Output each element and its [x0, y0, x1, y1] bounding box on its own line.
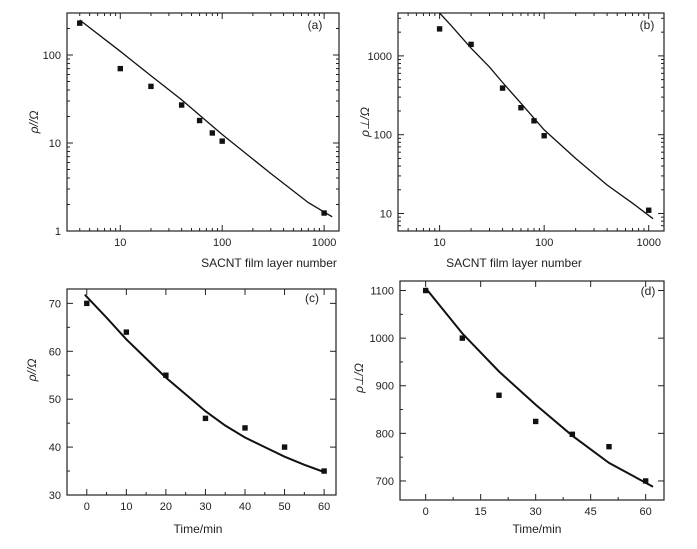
x-tick-label: 10: [120, 501, 132, 513]
x-tick-label: 0: [423, 506, 429, 518]
y-tick-label: 100: [43, 50, 61, 62]
data-point: [281, 444, 288, 450]
y-tick-label: 70: [49, 298, 61, 310]
y-tick-label: 60: [49, 346, 61, 358]
data-point: [499, 85, 506, 91]
x-tick-label: 0: [84, 501, 90, 513]
data-point: [321, 468, 327, 474]
chart-panel-2: 10 100 1000 10 100 1000 (b) SACNT film layer nu…: [358, 12, 665, 270]
data-point: [531, 118, 537, 124]
y-tick-label: 1100: [370, 286, 394, 298]
y-axis-label: ρ//Ω: [27, 111, 41, 135]
x-tick-label: 10: [433, 237, 445, 249]
x-axis-label: SACNT film layer number: [201, 256, 337, 270]
y-axis-label: ρ⊥/Ω: [352, 363, 366, 394]
data-point: [422, 287, 429, 294]
x-tick-label: 60: [318, 501, 330, 513]
y-tick-label: 40: [49, 442, 61, 454]
fit-curve: [79, 19, 333, 218]
data-point: [532, 418, 539, 425]
chart-panel-1: 10 100 1000 1 10 100 (a) SACNT film layer numbe…: [27, 12, 340, 270]
data-point: [163, 372, 169, 378]
data-point: [202, 415, 209, 422]
data-point: [84, 300, 90, 307]
data-point: [196, 117, 203, 124]
x-tick-label: 30: [199, 501, 211, 513]
plot-frame: [66, 288, 337, 496]
y-tick-label: 1000: [370, 333, 394, 345]
y-tick-label: 900: [376, 381, 394, 393]
x-tick-label: 50: [278, 501, 290, 513]
chart-panel-4: 0 15 30 45 60 700 800 900 1000 1100 (d) Time/min ρ⊥/…: [352, 280, 665, 536]
y-tick-label: 30: [49, 490, 61, 502]
data-point: [321, 210, 327, 216]
panel-label: (a): [308, 18, 323, 32]
y-tick-label: 700: [376, 476, 394, 488]
data-point: [606, 443, 612, 450]
data-point: [569, 431, 576, 437]
x-tick-label: 1000: [312, 237, 336, 249]
plot-frame: [397, 12, 665, 232]
plot-frame: [66, 12, 340, 232]
data-point: [496, 392, 502, 398]
data-point: [148, 83, 154, 90]
data-point: [646, 207, 652, 213]
x-axis-label: Time/min: [174, 522, 223, 536]
x-tick-label: 100: [213, 237, 231, 249]
y-tick-label: 1000: [368, 51, 392, 63]
x-tick-label: 1000: [636, 237, 660, 249]
y-tick-label: 100: [374, 130, 392, 142]
y-tick-label: 10: [49, 138, 61, 150]
x-axis-label: SACNT film layer number: [446, 256, 582, 270]
data-point: [541, 133, 547, 139]
x-axis-label: Time/min: [513, 522, 562, 536]
data-point: [642, 478, 649, 484]
x-tick-label: 40: [239, 501, 251, 513]
data-point: [518, 105, 524, 111]
x-tick-label: 20: [160, 501, 172, 513]
chart-panel-3: 0 10 20 30 40 50 60 30 40 50 60 70 (c) Time/min ρ//Ω: [25, 288, 337, 536]
y-tick-label: 800: [376, 428, 394, 440]
x-tick-label: 15: [475, 506, 487, 518]
x-tick-label: 10: [114, 237, 126, 249]
x-tick-label: 45: [585, 506, 597, 518]
panel-label: (b): [640, 18, 655, 32]
y-tick-label: 10: [380, 209, 392, 221]
data-point: [178, 102, 185, 108]
data-point: [436, 26, 443, 32]
y-axis-label: ρ//Ω: [25, 359, 39, 383]
data-point: [459, 335, 466, 341]
panel-label: (c): [305, 291, 319, 305]
y-axis-label: ρ⊥/Ω: [358, 107, 372, 138]
x-tick-label: 100: [535, 237, 553, 249]
fit-curve: [424, 287, 654, 488]
y-tick-label: 50: [49, 394, 61, 406]
fit-curve: [84, 294, 325, 473]
data-point: [242, 425, 248, 431]
panel-label: (d): [641, 284, 656, 298]
x-tick-label: 30: [530, 506, 542, 518]
data-point: [219, 138, 225, 144]
data-point: [468, 41, 474, 48]
x-tick-label: 60: [640, 506, 652, 518]
fit-curve: [439, 13, 654, 220]
data-point: [77, 20, 83, 26]
data-point: [117, 65, 123, 72]
data-point: [209, 130, 216, 136]
plot-frame: [399, 280, 665, 501]
data-point: [123, 329, 130, 335]
y-tick-label: 1: [55, 226, 61, 238]
